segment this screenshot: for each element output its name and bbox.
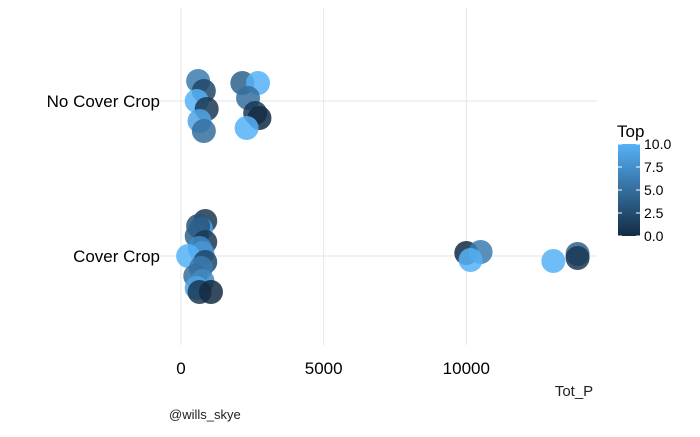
data-point <box>458 248 483 272</box>
y-category-label: Cover Crop <box>73 247 160 266</box>
legend-title: Top <box>617 122 644 141</box>
legend-tick-label: 2.5 <box>644 205 664 221</box>
data-point <box>234 116 259 140</box>
color-legend: Top 0.0 2.5 5.0 7.5 10.0 <box>617 122 671 244</box>
x-tick-label: 10000 <box>443 359 490 378</box>
data-point <box>198 280 223 304</box>
x-axis-label: Tot_P <box>555 383 593 400</box>
legend-tick-label: 5.0 <box>644 182 664 198</box>
caption: @wills_skye <box>169 407 241 422</box>
grid-layer <box>160 8 597 345</box>
x-tick-label: 0 <box>176 359 185 378</box>
legend-tick-label: 0.0 <box>644 228 664 244</box>
legend-ticks: 0.0 2.5 5.0 7.5 10.0 <box>618 136 671 244</box>
legend-tick-label: 10.0 <box>644 136 671 152</box>
data-point <box>565 246 590 270</box>
x-tick-label: 5000 <box>305 359 343 378</box>
legend-colorbar <box>618 144 640 236</box>
y-category-label: No Cover Crop <box>47 92 160 111</box>
legend-tick-label: 7.5 <box>644 159 664 175</box>
axis-layer: 0 5000 10000 No Cover Crop Cover Crop <box>47 92 490 378</box>
data-point <box>191 119 216 143</box>
data-point <box>541 249 566 273</box>
points-layer <box>176 69 590 304</box>
